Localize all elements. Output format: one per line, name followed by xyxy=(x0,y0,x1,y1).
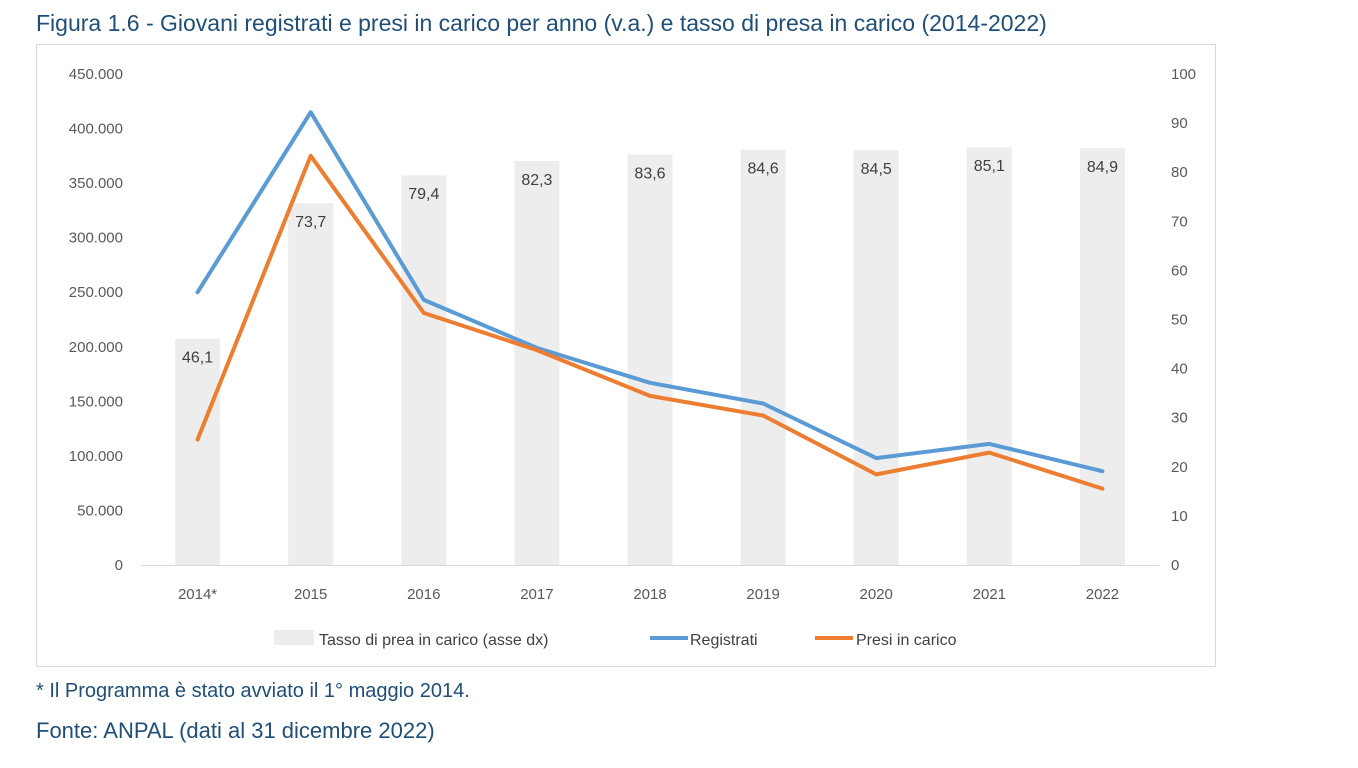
lines-group xyxy=(195,110,1105,491)
y-right-tick-label: 60 xyxy=(1171,262,1188,279)
combo-chart: 46,1 73,7 79,4 82,3 83,6 84,6 84,5 85,1 84,9 0 50… xyxy=(69,66,1196,649)
legend-label-registrati: Registrati xyxy=(690,632,758,649)
bar-tasso-2020 xyxy=(853,150,899,565)
y-right-tick-label: 80 xyxy=(1171,164,1188,181)
bars-group xyxy=(175,147,1125,566)
bar-labels-group: 46,1 73,7 79,4 82,3 83,6 84,6 84,5 85,1 84,9 xyxy=(182,158,1118,366)
y-left-tick-label: 450.000 xyxy=(69,66,123,83)
bar-tasso-2014 xyxy=(175,338,221,565)
y-left-axis: 0 50.000 100.000 150.000 200.000 250.000 300.0… xyxy=(69,66,123,574)
data-label-tasso: 46,1 xyxy=(182,350,213,367)
x-tick-label: 2014* xyxy=(178,586,217,603)
y-right-axis: 0 10 20 30 40 50 60 70 80 90 100 xyxy=(1171,66,1196,574)
x-tick-label: 2017 xyxy=(520,586,553,603)
y-left-tick-label: 300.000 xyxy=(69,230,123,247)
data-label-tasso: 85,1 xyxy=(974,158,1005,175)
bar-tasso-2022 xyxy=(1079,148,1125,565)
bar-tasso-2015 xyxy=(288,203,334,565)
source-note: Fonte: ANPAL (dati al 31 dicembre 2022) xyxy=(36,718,435,743)
y-left-tick-label: 0 xyxy=(115,557,123,574)
bar-tasso-2016 xyxy=(401,175,447,565)
bar-tasso-2021 xyxy=(966,147,1012,565)
bar-tasso-2017 xyxy=(514,160,560,566)
footnote: * Il Programma è stato avviato il 1° mag… xyxy=(36,680,470,702)
chart-frame: 46,1 73,7 79,4 82,3 83,6 84,6 84,5 85,1 84,9 0 50… xyxy=(36,44,1216,667)
x-tick-label: 2020 xyxy=(860,586,893,603)
y-right-tick-label: 40 xyxy=(1171,361,1188,378)
y-right-tick-label: 0 xyxy=(1171,557,1179,574)
y-left-tick-label: 350.000 xyxy=(69,175,123,192)
y-right-tick-label: 20 xyxy=(1171,459,1188,476)
x-axis: 2014* 2015 2016 2017 2018 2019 2020 2021 2022 xyxy=(141,565,1159,603)
y-right-tick-label: 50 xyxy=(1171,312,1188,329)
legend: Tasso di prea in carico (asse dx) Registr… xyxy=(274,630,957,649)
y-left-tick-label: 400.000 xyxy=(69,121,123,138)
x-tick-label: 2015 xyxy=(294,586,327,603)
y-left-tick-label: 150.000 xyxy=(69,393,123,410)
x-tick-label: 2018 xyxy=(633,586,666,603)
legend-label-presi: Presi in carico xyxy=(856,632,957,649)
y-right-tick-label: 100 xyxy=(1171,66,1196,83)
x-tick-label: 2021 xyxy=(973,586,1006,603)
x-tick-label: 2019 xyxy=(746,586,779,603)
x-tick-label: 2022 xyxy=(1086,586,1119,603)
legend-label-tasso: Tasso di prea in carico (asse dx) xyxy=(319,632,548,649)
y-left-tick-label: 50.000 xyxy=(77,502,123,519)
legend-swatch-tasso xyxy=(274,630,314,645)
y-right-tick-label: 90 xyxy=(1171,115,1188,132)
data-label-tasso: 84,6 xyxy=(748,161,779,178)
data-label-tasso: 83,6 xyxy=(634,166,665,183)
x-tick-label: 2016 xyxy=(407,586,440,603)
figure-title: Figura 1.6 - Giovani registrati e presi … xyxy=(36,10,1047,36)
y-right-tick-label: 30 xyxy=(1171,410,1188,427)
data-label-tasso: 84,9 xyxy=(1087,159,1118,176)
data-label-tasso: 73,7 xyxy=(295,214,326,231)
data-label-tasso: 84,5 xyxy=(861,161,892,178)
y-left-tick-label: 250.000 xyxy=(69,284,123,301)
y-right-tick-label: 10 xyxy=(1171,508,1188,525)
y-left-tick-label: 100.000 xyxy=(69,448,123,465)
bar-tasso-2018 xyxy=(627,154,673,566)
y-right-tick-label: 70 xyxy=(1171,213,1188,230)
data-label-tasso: 82,3 xyxy=(521,172,552,189)
data-label-tasso: 79,4 xyxy=(408,186,439,203)
y-left-tick-label: 200.000 xyxy=(69,339,123,356)
bar-tasso-2019 xyxy=(740,149,786,565)
